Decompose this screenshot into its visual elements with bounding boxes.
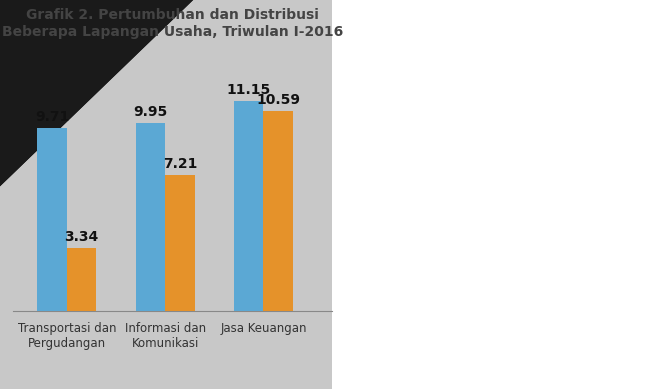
Bar xyxy=(263,111,293,311)
Bar xyxy=(37,128,67,311)
Text: 7.21: 7.21 xyxy=(163,157,197,171)
Text: 3.34: 3.34 xyxy=(64,230,99,244)
Bar xyxy=(135,123,165,311)
Text: 10.59: 10.59 xyxy=(256,93,300,107)
Text: 9.95: 9.95 xyxy=(134,105,168,119)
Bar xyxy=(67,248,96,311)
Text: 9.71: 9.71 xyxy=(35,110,69,124)
Text: 11.15: 11.15 xyxy=(226,83,271,97)
Title: Grafik 2. Pertumbuhan dan Distribusi
Beberapa Lapangan Usaha, Triwulan I-2016: Grafik 2. Pertumbuhan dan Distribusi Beb… xyxy=(2,9,343,39)
Bar xyxy=(234,100,263,311)
Bar xyxy=(165,175,195,311)
